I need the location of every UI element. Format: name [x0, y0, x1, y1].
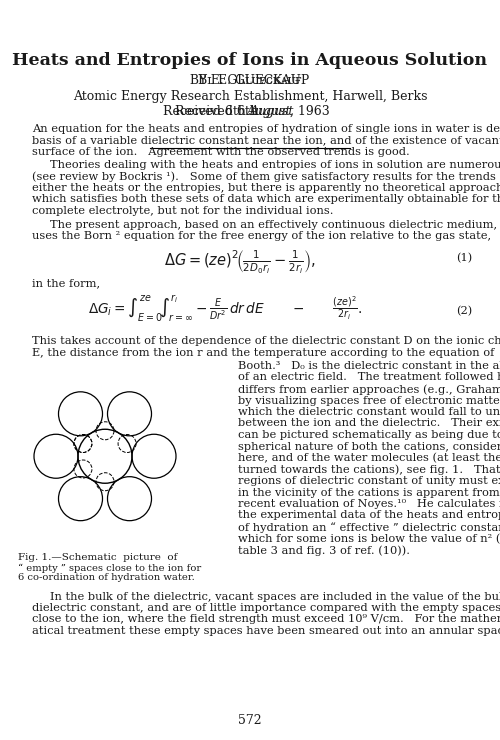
- Text: either the heats or the entropies, but there is apparently no theoretical approa: either the heats or the entropies, but t…: [32, 183, 500, 193]
- Text: E, the distance from the ion r and the temperature according to the equation of: E, the distance from the ion r and the t…: [32, 348, 494, 357]
- Text: August: August: [250, 105, 294, 118]
- Text: (1): (1): [456, 252, 472, 263]
- Text: which for some ions is below the value of n² (see: which for some ions is below the value o…: [238, 534, 500, 544]
- Text: of hydration an “ effective ” dielectric constant,: of hydration an “ effective ” dielectric…: [238, 522, 500, 533]
- Text: “ empty ” spaces close to the ion for: “ empty ” spaces close to the ion for: [18, 563, 201, 573]
- Text: which the dielectric constant would fall to unity: which the dielectric constant would fall…: [238, 407, 500, 417]
- Text: dielectric constant, and are of little importance compared with the empty spaces: dielectric constant, and are of little i…: [32, 603, 500, 613]
- Text: turned towards the cations), see fig. 1.   That: turned towards the cations), see fig. 1.…: [238, 465, 500, 475]
- Text: in the form,: in the form,: [32, 278, 100, 289]
- Text: Fig. 1.—Schematic  picture  of: Fig. 1.—Schematic picture of: [18, 554, 178, 562]
- Text: table 3 and fig. 3 of ref. (10)).: table 3 and fig. 3 of ref. (10)).: [238, 545, 410, 556]
- Text: surface of the ion.   Agreement with the observed trends is good.: surface of the ion. Agreement with the o…: [32, 147, 410, 157]
- Text: can be pictured schematically as being due to the: can be pictured schematically as being d…: [238, 430, 500, 440]
- Text: complete electrolyte, but not for the individual ions.: complete electrolyte, but not for the in…: [32, 206, 334, 216]
- Text: Received 6th: Received 6th: [175, 105, 262, 118]
- Text: Bʟ E. Gʟᴜᴇᴄᴋᴀᴜғ: Bʟ E. Gʟᴜᴇᴄᴋᴀᴜғ: [198, 74, 302, 87]
- Text: Booth.³   D₀ is the dielectric constant in the absence: Booth.³ D₀ is the dielectric constant in…: [238, 361, 500, 371]
- Text: regions of dielectric constant of unity must exist: regions of dielectric constant of unity …: [238, 476, 500, 486]
- Text: , 1963: , 1963: [290, 105, 330, 118]
- Text: (see review by Bockris ¹).   Some of them give satisfactory results for the tren: (see review by Bockris ¹). Some of them …: [32, 172, 500, 182]
- Text: The present approach, based on an effectively continuous dielectric medium,: The present approach, based on an effect…: [50, 220, 497, 229]
- Text: August: August: [247, 105, 292, 118]
- Text: close to the ion, where the field strength must exceed 10⁹ V/cm.   For the mathe: close to the ion, where the field streng…: [32, 614, 500, 625]
- Text: 6 co-ordination of hydration water.: 6 co-ordination of hydration water.: [18, 574, 195, 582]
- Text: spherical nature of both the cations, considered: spherical nature of both the cations, co…: [238, 442, 500, 451]
- Text: atical treatment these empty spaces have been smeared out into an annular space: atical treatment these empty spaces have…: [32, 626, 500, 636]
- Text: $\Delta G_i = \int_{E=0}^{ze}\!\int_{r=\infty}^{r_i} -\frac{E}{Dr^2}\,dr\,dE \qu: $\Delta G_i = \int_{E=0}^{ze}\!\int_{r=\…: [88, 294, 362, 324]
- Text: the experimental data of the heats and entropies: the experimental data of the heats and e…: [238, 511, 500, 520]
- Text: Heats and Entropies of Ions in Aqueous Solution: Heats and Entropies of Ions in Aqueous S…: [12, 52, 488, 69]
- Text: 572: 572: [238, 714, 262, 727]
- Text: uses the Born ² equation for the free energy of the ion relative to the gas stat: uses the Born ² equation for the free en…: [32, 231, 491, 241]
- Text: by visualizing spaces free of electronic matter, in: by visualizing spaces free of electronic…: [238, 395, 500, 406]
- Text: This takes account of the dependence of the dielectric constant D on the ionic c: This takes account of the dependence of …: [32, 336, 500, 346]
- Text: differs from earlier approaches (e.g., Grahame ⁴): differs from earlier approaches (e.g., G…: [238, 384, 500, 394]
- Text: in the vicinity of the cations is apparent from a: in the vicinity of the cations is appare…: [238, 488, 500, 497]
- Text: of an electric field.   The treatment followed here: of an electric field. The treatment foll…: [238, 372, 500, 383]
- Text: between the ion and the dielectric.   Their existence: between the ion and the dielectric. Thei…: [238, 419, 500, 428]
- Text: which satisfies both these sets of data which are experimentally obtainable for : which satisfies both these sets of data …: [32, 195, 500, 204]
- Text: here, and of the water molecules (at least the side: here, and of the water molecules (at lea…: [238, 453, 500, 463]
- Text: (2): (2): [456, 306, 472, 316]
- Text: basis of a variable dielectric constant near the ion, and of the existence of va: basis of a variable dielectric constant …: [32, 135, 500, 146]
- Text: Theories dealing with the heats and entropies of ions in solution are numerous: Theories dealing with the heats and entr…: [50, 160, 500, 170]
- Text: Received 6th: Received 6th: [163, 105, 250, 118]
- Text: recent evaluation of Noyes.¹⁰   He calculates from: recent evaluation of Noyes.¹⁰ He calcula…: [238, 499, 500, 509]
- Text: BY E. GLUECKAUP: BY E. GLUECKAUP: [190, 74, 310, 87]
- Text: Atomic Energy Research Establishment, Harwell, Berks: Atomic Energy Research Establishment, Ha…: [73, 90, 427, 103]
- Text: $\Delta G = (ze)^2\!\left(\frac{1}{2D_0 r_i} - \frac{1}{2r_i}\right),$: $\Delta G = (ze)^2\!\left(\frac{1}{2D_0 …: [164, 249, 316, 276]
- Text: An equation for the heats and entropies of hydration of single ions in water is : An equation for the heats and entropies …: [32, 124, 500, 134]
- Text: In the bulk of the dielectric, vacant spaces are included in the value of the bu: In the bulk of the dielectric, vacant sp…: [50, 591, 500, 602]
